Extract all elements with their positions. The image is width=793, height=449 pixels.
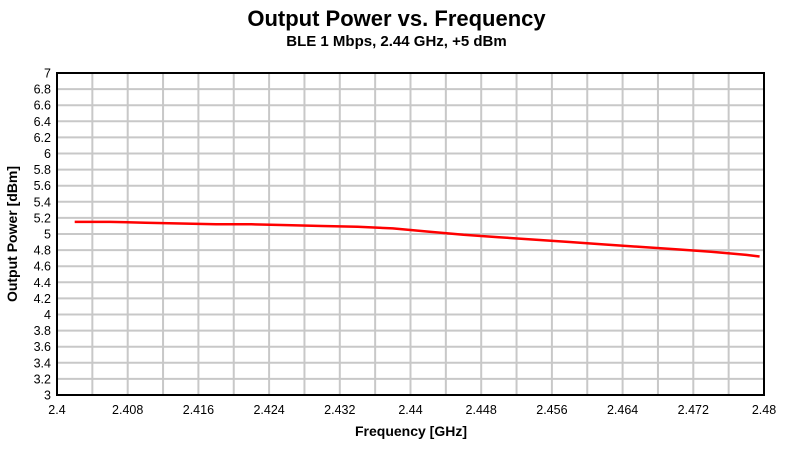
y-tick-label: 5.2 xyxy=(34,211,51,225)
y-tick-label: 3.8 xyxy=(34,324,51,338)
plot-frame xyxy=(56,72,765,396)
x-tick-label: 2.48 xyxy=(752,403,776,417)
x-tick-label: 2.432 xyxy=(324,403,355,417)
x-tick-label: 2.44 xyxy=(398,403,422,417)
x-tick-label: 2.456 xyxy=(536,403,567,417)
y-tick-label: 3.4 xyxy=(34,356,51,370)
y-tick-label: 5.4 xyxy=(34,195,51,209)
y-tick-label: 6.6 xyxy=(34,99,51,113)
y-tick-label: 6.4 xyxy=(34,115,51,129)
y-tick-label: 3 xyxy=(44,389,51,403)
y-tick-label: 4.4 xyxy=(34,276,51,290)
y-tick-label: 6.8 xyxy=(34,83,51,97)
data-series-line xyxy=(74,220,760,258)
x-tick-label: 2.416 xyxy=(183,403,214,417)
x-tick-label: 2.448 xyxy=(466,403,497,417)
y-tick-label: 3.6 xyxy=(34,340,51,354)
y-tick-label: 5.6 xyxy=(34,179,51,193)
x-tick-label: 2.408 xyxy=(112,403,143,417)
y-tick-label: 6.2 xyxy=(34,131,51,145)
y-tick-label: 5.8 xyxy=(34,163,51,177)
y-tick-label: 4.6 xyxy=(34,260,51,274)
x-tick-label: 2.424 xyxy=(253,403,284,417)
y-tick-label: 4.8 xyxy=(34,244,51,258)
x-tick-label: 2.472 xyxy=(678,403,709,417)
x-tick-label: 2.4 xyxy=(48,403,65,417)
y-tick-label: 3.2 xyxy=(34,372,51,386)
y-tick-label: 6 xyxy=(44,147,51,161)
chart-title: Output Power vs. Frequency xyxy=(247,6,546,31)
chart-subtitle: BLE 1 Mbps, 2.44 GHz, +5 dBm xyxy=(286,33,507,50)
y-tick-label: 4.2 xyxy=(34,292,51,306)
y-tick-label: 4 xyxy=(44,308,51,322)
y-tick-label: 5 xyxy=(44,228,51,242)
y-tick-label: 7 xyxy=(44,67,51,81)
x-tick-label: 2.464 xyxy=(607,403,638,417)
x-axis-title: Frequency [GHz] xyxy=(354,423,468,439)
